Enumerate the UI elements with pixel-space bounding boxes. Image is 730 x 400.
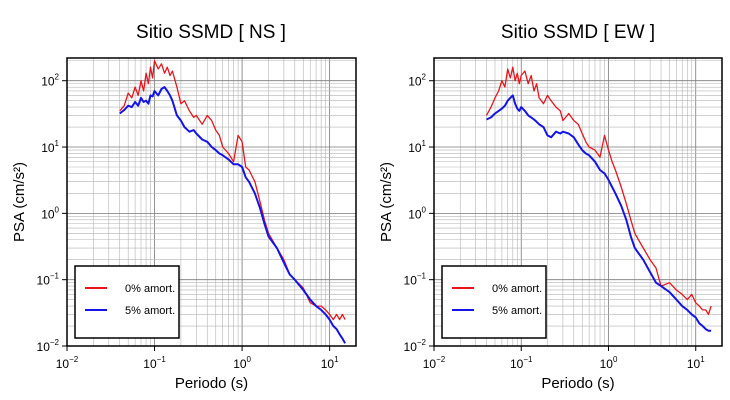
legend-label: 0% amort. [492, 283, 542, 295]
legend-label: 5% amort. [492, 305, 542, 317]
gridlines [66, 58, 357, 347]
x-axis-label: Periodo (s) [175, 375, 248, 392]
y-tick-label: 102 [408, 73, 426, 89]
plot-frame [433, 57, 723, 347]
x-tick-label: 10−2 [423, 355, 446, 371]
legend: 0% amort. 5% amort. [74, 265, 180, 339]
y-tick-label: 10−2 [404, 338, 427, 354]
y-tick-label: 102 [41, 73, 59, 89]
x-tick-label: 101 [687, 355, 705, 371]
legend-label: 5% amort. [125, 305, 175, 317]
axis-ticks: 10−2 10−1 100 101 10−2 10−1 100 101 102 [37, 73, 340, 371]
series-line-red [485, 66, 712, 316]
x-tick-label: 10−1 [143, 355, 166, 371]
series-line-blue [486, 94, 712, 332]
chart-title: Sitio SSMD [ EW ] [501, 22, 655, 43]
x-tick-label: 101 [321, 355, 339, 371]
y-tick-label: 101 [41, 139, 59, 155]
plot-frame [66, 57, 357, 347]
chart-title: Sitio SSMD [ NS ] [136, 22, 286, 43]
x-tick-label: 100 [600, 355, 618, 371]
y-tick-label: 10−1 [37, 272, 60, 288]
axis-ticks: 10−2 10−1 100 101 10−2 10−1 100 101 102 [404, 73, 706, 371]
x-axis-label: Periodo (s) [541, 375, 614, 392]
chart-panel-1: 10−2 10−1 100 101 10−2 10−1 100 101 102 Sitio SSM… [378, 22, 723, 392]
x-tick-label: 10−1 [510, 355, 533, 371]
series-line-blue [119, 86, 346, 344]
y-tick-label: 100 [41, 205, 59, 221]
series-line-red [119, 60, 346, 321]
y-axis-label: PSA (cm/s²) [11, 162, 28, 242]
x-tick-label: 100 [233, 355, 251, 371]
legend-label: 0% amort. [125, 283, 175, 295]
y-tick-label: 100 [408, 205, 426, 221]
legend-box [441, 265, 547, 339]
legend: 0% amort. 5% amort. [441, 265, 547, 339]
x-tick-label: 10−2 [56, 355, 79, 371]
y-tick-label: 101 [408, 139, 426, 155]
chart-panel-0: 10−2 10−1 100 101 10−2 10−1 100 101 102 Sitio SSM… [11, 22, 357, 392]
y-tick-label: 10−2 [37, 338, 60, 354]
y-tick-label: 10−1 [404, 272, 427, 288]
legend-box [74, 265, 180, 339]
y-axis-label: PSA (cm/s²) [378, 162, 395, 242]
